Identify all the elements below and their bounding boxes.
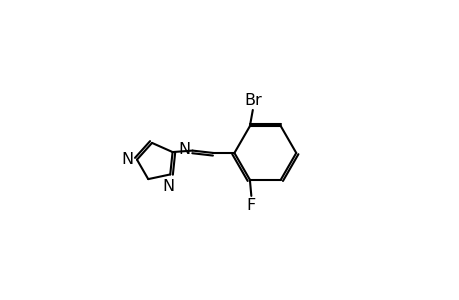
Text: F: F: [246, 198, 255, 213]
Text: N: N: [162, 179, 174, 194]
Text: N: N: [178, 142, 190, 158]
Text: Br: Br: [243, 93, 261, 108]
Text: N: N: [121, 152, 133, 166]
